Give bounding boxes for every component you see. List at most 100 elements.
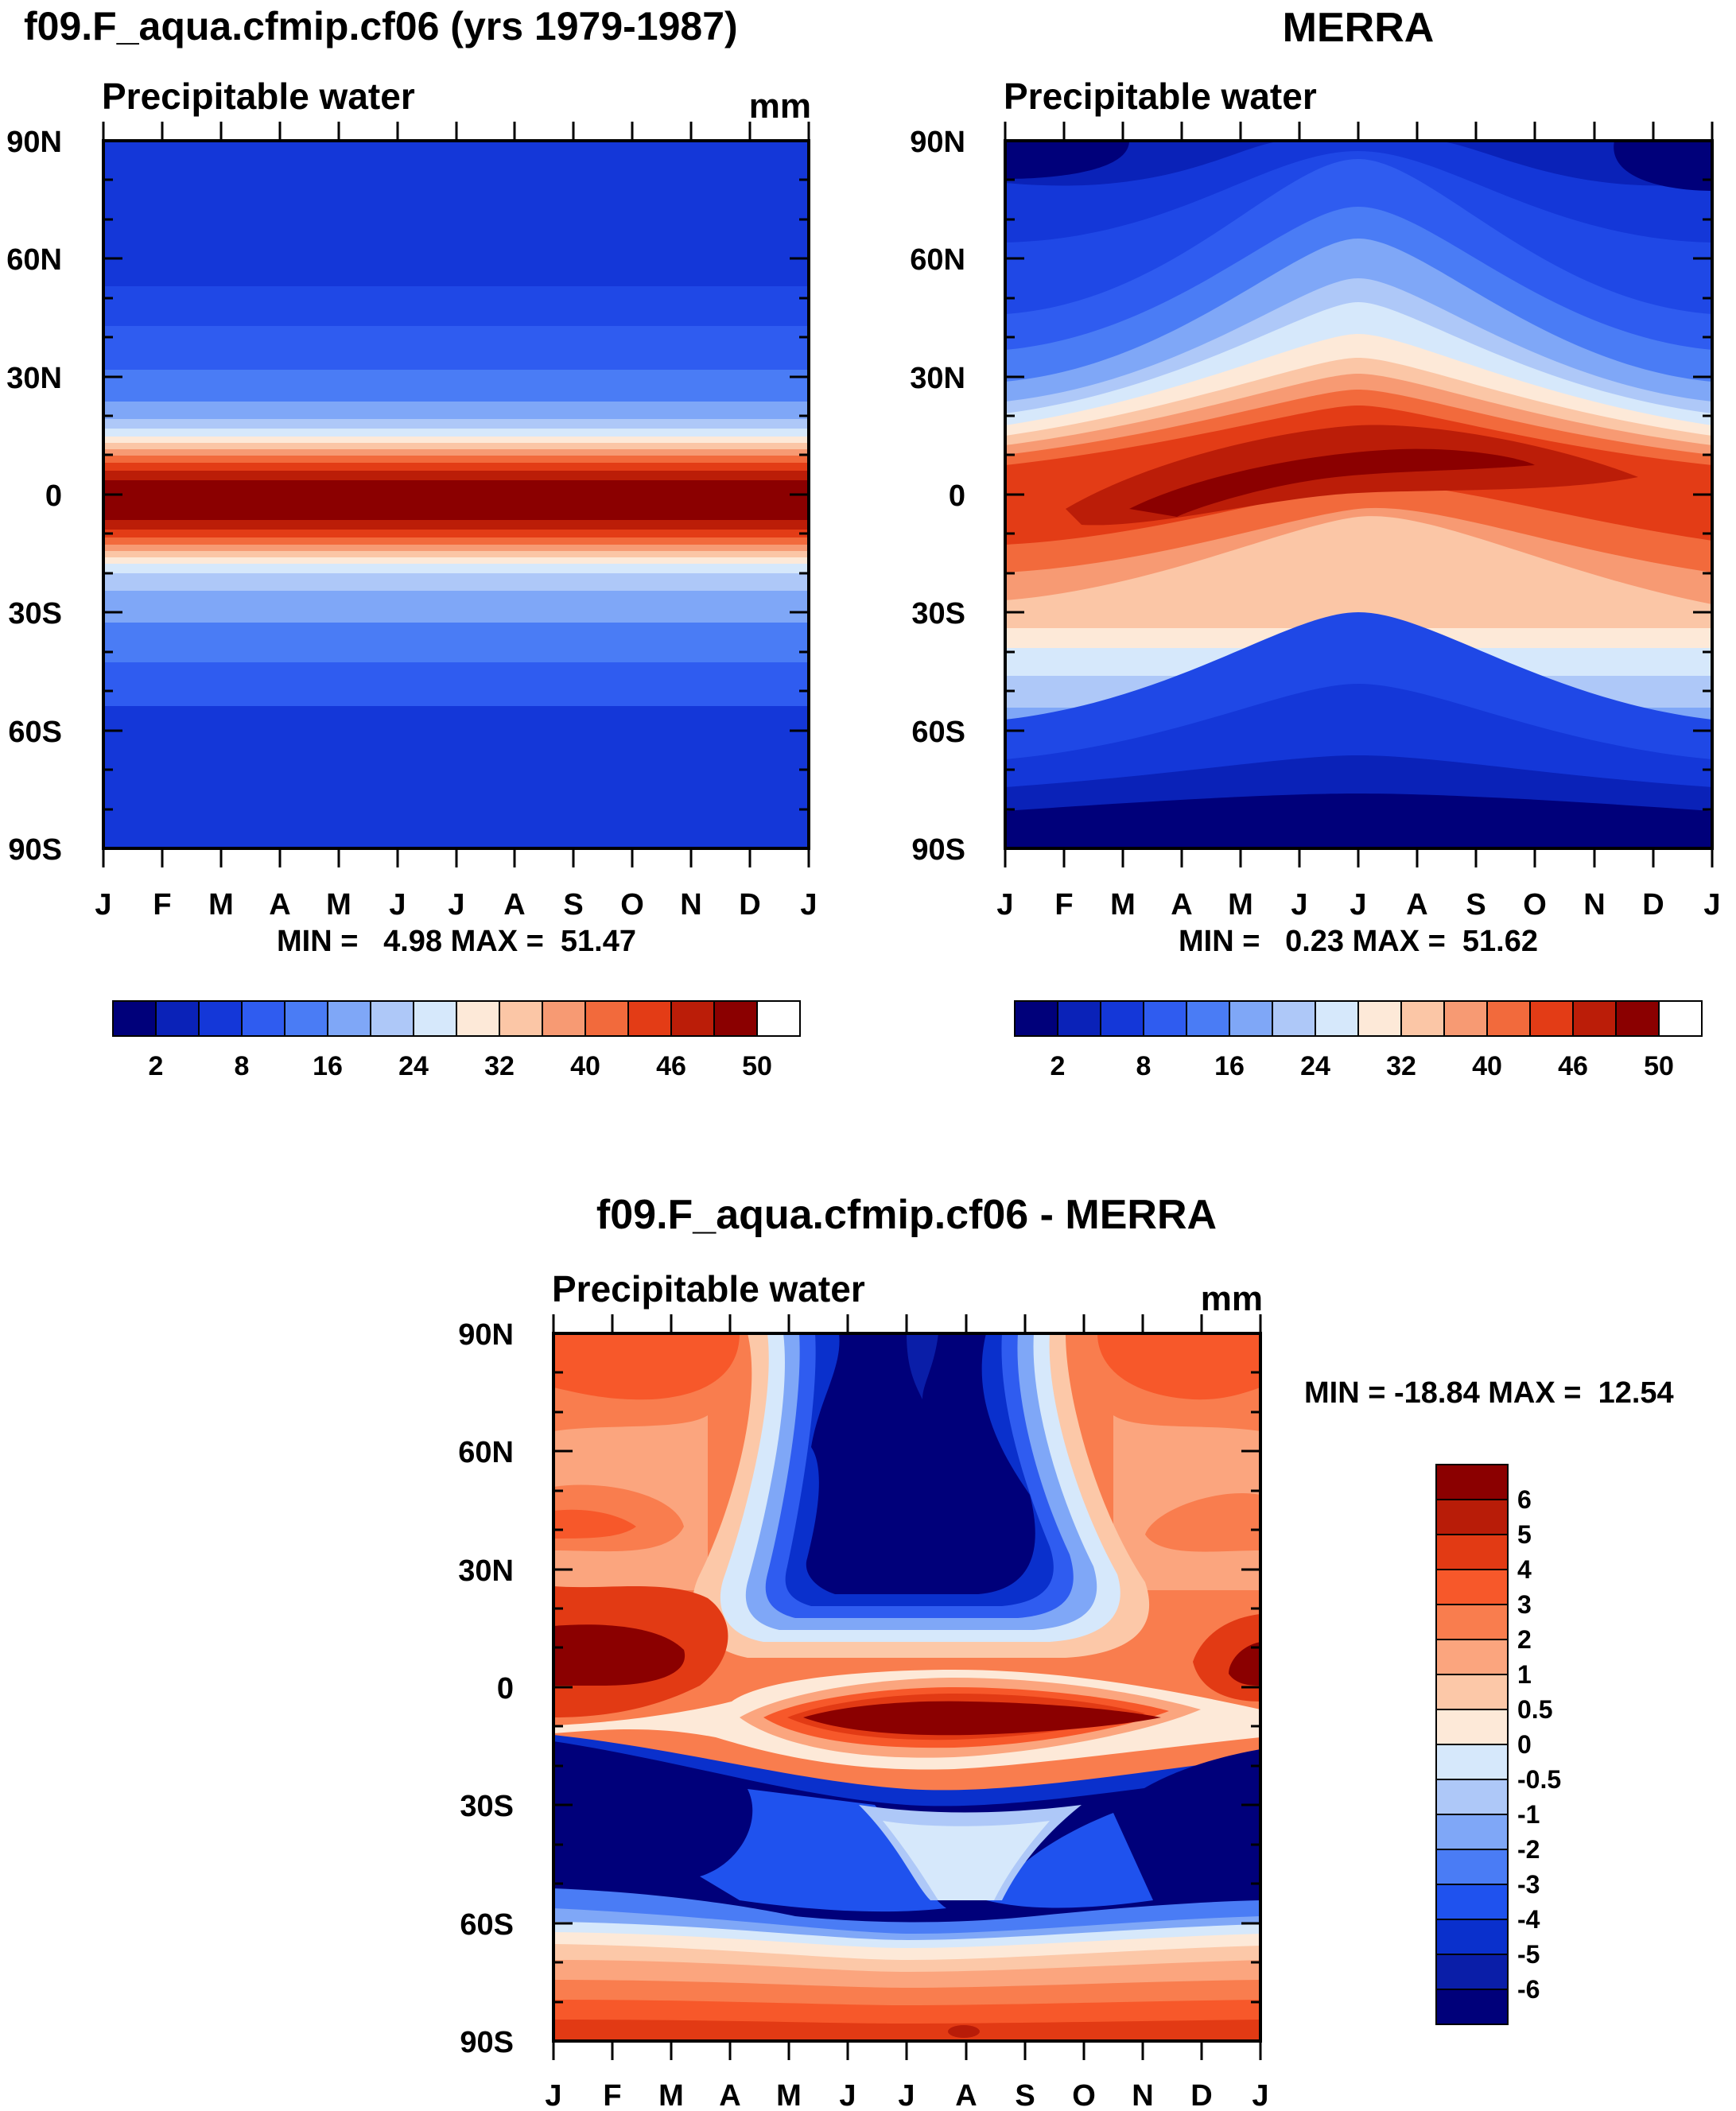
month-label: S — [563, 888, 583, 922]
lat-label: 90N — [458, 1318, 514, 1352]
panel-obs-ticks — [1004, 122, 1714, 867]
lat-label: 60N — [910, 243, 965, 277]
month-label: J — [1703, 888, 1720, 922]
lat-label: 30S — [460, 1790, 514, 1823]
panel-diff-field — [553, 1333, 1260, 2041]
lat-label: 30S — [8, 597, 62, 631]
month-label: J — [839, 2079, 856, 2111]
month-label: A — [1406, 888, 1427, 922]
colorbar-label: 1 — [1517, 1660, 1532, 1689]
month-label: M — [776, 2079, 802, 2111]
colorbar-label: 2 — [149, 1051, 164, 1081]
colorbar-swatch — [1058, 1001, 1101, 1036]
month-label: D — [1190, 2079, 1212, 2111]
colorbar-swatch — [1487, 1001, 1530, 1036]
colorbar-label: -5 — [1517, 1940, 1540, 1969]
panel-diff-ticks — [552, 1314, 1262, 2060]
month-label: J — [996, 888, 1013, 922]
lat-label: 30S — [911, 597, 965, 631]
colorbar-label: 8 — [235, 1051, 250, 1081]
panel-diff-colorbar: 6 5 4 3 2 1 0.5 0 -0.5 -1 -2 -3 -4 -5 -6 — [1435, 1464, 1561, 2025]
panel-diff: f09.F_aqua.cfmip.cf06 - MERRA Precipitab… — [458, 1192, 1673, 2111]
month-label: A — [269, 888, 290, 922]
colorbar-swatch — [1401, 1001, 1444, 1036]
panel-model-field — [103, 141, 809, 848]
lat-label: 60N — [6, 243, 62, 277]
lat-label: 90S — [460, 2026, 514, 2059]
month-label: O — [620, 888, 644, 922]
month-label: J — [1291, 888, 1307, 922]
colorbar-swatch — [714, 1001, 757, 1036]
colorbar-swatch — [285, 1001, 328, 1036]
panel-model-month-labels: J F M A M J J A S O N D J — [95, 888, 817, 922]
colorbar-swatch — [242, 1001, 285, 1036]
panel-diff-title: f09.F_aqua.cfmip.cf06 - MERRA — [596, 1192, 1217, 1238]
colorbar-label: 3 — [1517, 1590, 1532, 1619]
colorbar-swatch — [1144, 1001, 1186, 1036]
colorbar-swatch — [371, 1001, 414, 1036]
colorbar-swatch — [1436, 1605, 1508, 1640]
month-label: J — [95, 888, 111, 922]
colorbar-swatch — [1436, 1709, 1508, 1744]
panel-obs: MERRA Precipitable water — [910, 5, 1720, 1081]
colorbar-label: 8 — [1136, 1051, 1152, 1081]
colorbar-swatch — [414, 1001, 456, 1036]
lat-label: 90N — [6, 126, 62, 159]
colorbar-swatch — [1186, 1001, 1229, 1036]
colorbar-label: 50 — [1644, 1051, 1674, 1081]
lat-label: 30N — [910, 362, 965, 395]
colorbar-swatch — [1436, 1674, 1508, 1709]
panel-obs-minmax: MIN = 0.23 MAX = 51.62 — [1179, 925, 1538, 958]
month-label: A — [1171, 888, 1192, 922]
colorbar-label: 46 — [656, 1051, 686, 1081]
panel-obs-month-labels: J F M A M J J A S O N D J — [996, 888, 1720, 922]
month-label: F — [1054, 888, 1073, 922]
colorbar-swatch — [1436, 1779, 1508, 1814]
colorbar-swatch — [456, 1001, 499, 1036]
colorbar-label: 5 — [1517, 1520, 1532, 1549]
colorbar-swatch — [1573, 1001, 1616, 1036]
colorbar-label: 4 — [1517, 1555, 1532, 1584]
colorbar-swatch — [628, 1001, 671, 1036]
month-label: D — [1642, 888, 1664, 922]
lat-label: 30N — [458, 1554, 514, 1588]
month-label: A — [955, 2079, 977, 2111]
month-label: N — [1132, 2079, 1153, 2111]
colorbar-swatch — [499, 1001, 542, 1036]
panel-model-units: mm — [749, 87, 811, 126]
lat-label: 60S — [911, 716, 965, 749]
month-label: N — [1583, 888, 1605, 922]
colorbar-swatch — [1436, 1989, 1508, 2024]
colorbar-swatch — [156, 1001, 199, 1036]
panel-model-minmax: MIN = 4.98 MAX = 51.47 — [277, 925, 636, 958]
colorbar-label: -4 — [1517, 1905, 1540, 1934]
colorbar-label: -0.5 — [1517, 1765, 1561, 1794]
month-label: M — [658, 2079, 684, 2111]
month-label: J — [800, 888, 817, 922]
lat-label: 60S — [460, 1908, 514, 1942]
colorbar-label: 2 — [1051, 1051, 1066, 1081]
colorbar-swatch — [1101, 1001, 1144, 1036]
colorbar-label: -1 — [1517, 1800, 1540, 1829]
colorbar-swatch — [1436, 1570, 1508, 1605]
month-label: M — [326, 888, 351, 922]
colorbar-label: 6 — [1517, 1485, 1532, 1514]
colorbar-label: 2 — [1517, 1625, 1532, 1654]
lat-label: 60S — [8, 716, 62, 749]
month-label: J — [898, 2079, 915, 2111]
month-label: D — [739, 888, 760, 922]
panel-model: f09.F_aqua.cfmip.cf06 (yrs 1979-1987) Pr… — [6, 4, 817, 1081]
colorbar-label: 32 — [484, 1051, 515, 1081]
colorbar-swatch — [1272, 1001, 1315, 1036]
month-label: J — [448, 888, 464, 922]
colorbar-swatch — [1015, 1001, 1058, 1036]
colorbar-swatch — [1530, 1001, 1573, 1036]
panel-model-title: f09.F_aqua.cfmip.cf06 (yrs 1979-1987) — [24, 4, 738, 49]
panel-diff-lat-labels: 90N 60N 30N 0 30S 60S 90S — [458, 1318, 514, 2059]
panel-obs-title: MERRA — [1283, 5, 1435, 51]
colorbar-swatch — [199, 1001, 242, 1036]
colorbar-label: 16 — [1214, 1051, 1245, 1081]
panel-diff-minmax: MIN = -18.84 MAX = 12.54 — [1304, 1376, 1674, 1410]
colorbar-label: -3 — [1517, 1870, 1540, 1899]
panel-obs-field — [1005, 141, 1712, 848]
